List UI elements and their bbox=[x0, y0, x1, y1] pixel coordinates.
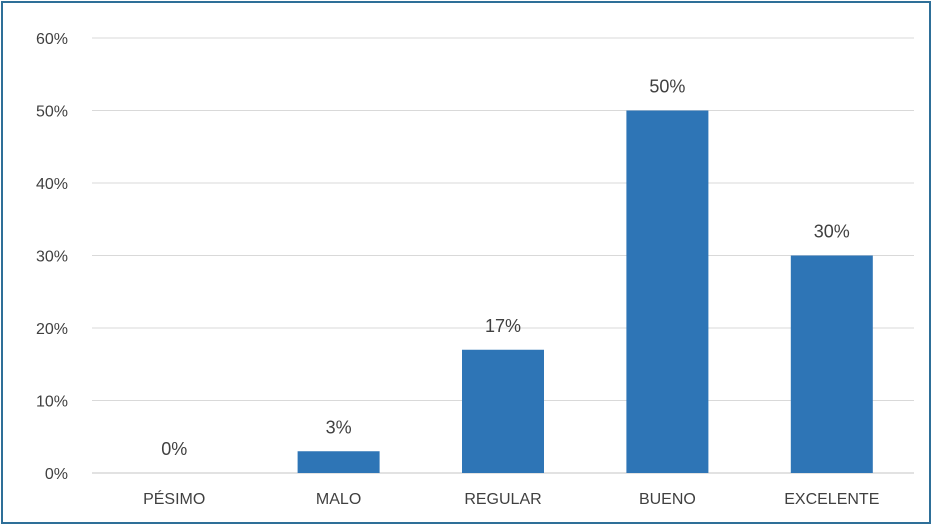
y-tick-label: 60% bbox=[36, 31, 68, 48]
data-label: 50% bbox=[649, 77, 685, 97]
y-tick-label: 50% bbox=[36, 104, 68, 121]
bars bbox=[297, 110, 873, 473]
bar bbox=[297, 451, 380, 473]
x-tick-label: PÉSIMO bbox=[143, 489, 205, 508]
y-axis-ticks: 0% 10% 20% 30% 40% 50% 60% bbox=[36, 31, 68, 483]
x-tick-label: MALO bbox=[316, 491, 361, 508]
bar bbox=[790, 255, 873, 473]
x-tick-label: EXCELENTE bbox=[784, 491, 879, 508]
y-tick-label: 0% bbox=[45, 466, 68, 483]
y-tick-label: 40% bbox=[36, 176, 68, 193]
y-tick-label: 10% bbox=[36, 394, 68, 411]
x-axis-categories: PÉSIMO MALO REGULAR BUENO EXCELENTE bbox=[143, 489, 879, 508]
y-tick-label: 30% bbox=[36, 249, 68, 266]
data-label: 3% bbox=[326, 417, 352, 437]
data-labels: 0% 3% 17% 50% 30% bbox=[161, 77, 850, 460]
bar bbox=[626, 110, 709, 473]
x-tick-label: REGULAR bbox=[464, 491, 541, 508]
data-label: 17% bbox=[485, 316, 521, 336]
x-tick-label: BUENO bbox=[639, 491, 696, 508]
gridlines bbox=[92, 37, 914, 474]
bar bbox=[462, 349, 544, 473]
y-tick-label: 20% bbox=[36, 321, 68, 338]
data-label: 0% bbox=[161, 439, 187, 459]
data-label: 30% bbox=[814, 222, 850, 242]
